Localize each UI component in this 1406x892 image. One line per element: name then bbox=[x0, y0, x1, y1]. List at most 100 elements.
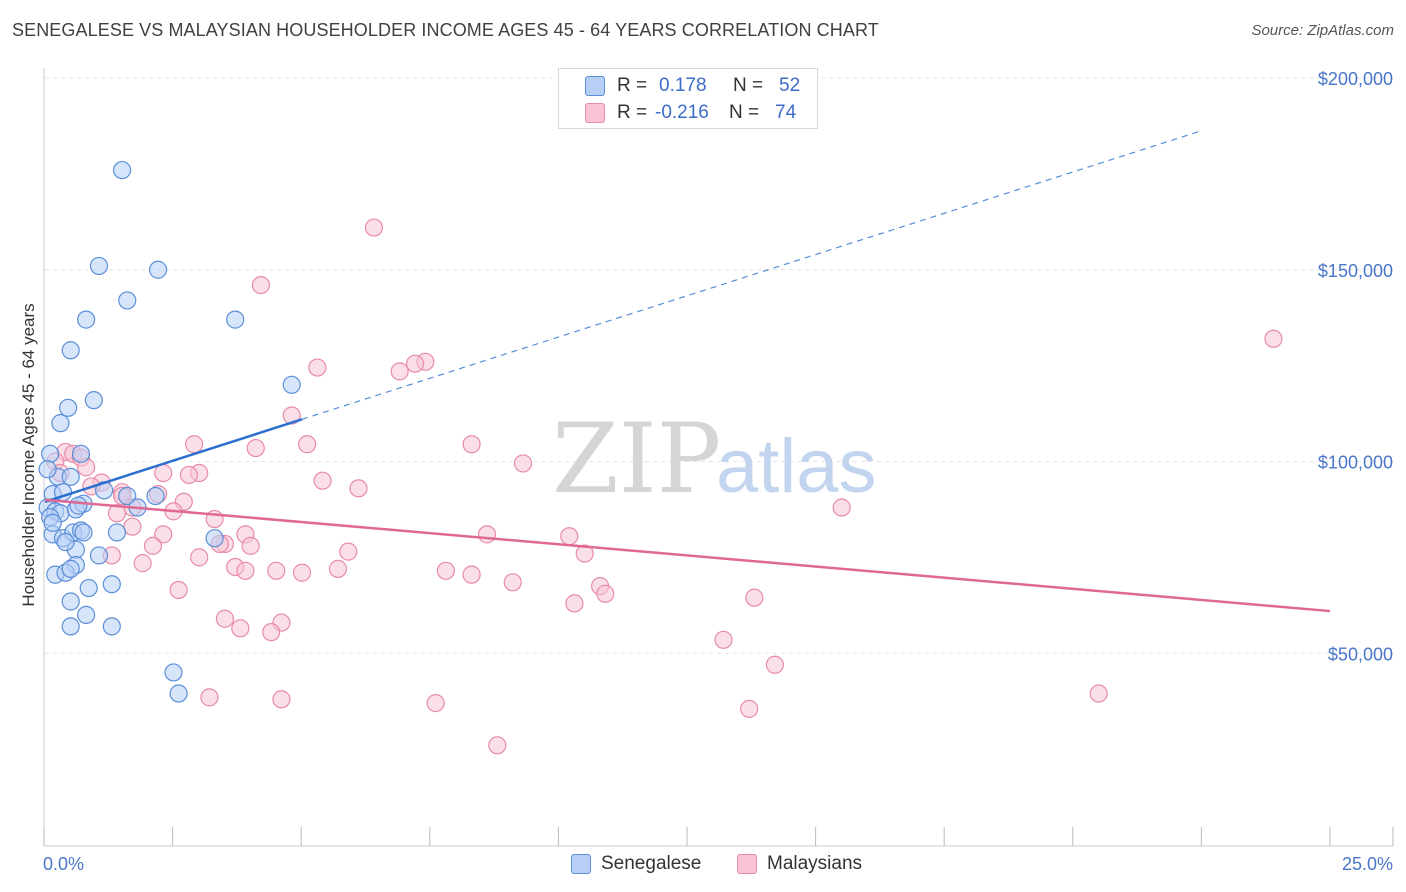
legend-r-value: 0.178 bbox=[659, 75, 707, 96]
y-tick-label: $200,000 bbox=[1318, 69, 1393, 89]
senegalese-point bbox=[169, 684, 188, 703]
legend-n-value: 74 bbox=[775, 102, 797, 123]
malaysians-point bbox=[190, 548, 209, 567]
senegalese-point bbox=[205, 529, 224, 548]
bottom-legend-malaysians: Malaysians bbox=[737, 852, 862, 876]
legend-row-senegalese: R = 0.178 N = 52 bbox=[585, 74, 800, 98]
y-tick-label: $50,000 bbox=[1328, 644, 1393, 664]
malaysians-point bbox=[503, 573, 522, 592]
senegalese-point bbox=[61, 559, 80, 578]
malaysians-point bbox=[215, 609, 234, 628]
malaysians-point bbox=[313, 471, 332, 490]
chart-title: SENEGALESE VS MALAYSIAN HOUSEHOLDER INCO… bbox=[12, 20, 879, 40]
malaysians-trend-line bbox=[44, 498, 1331, 613]
legend-n-label: N = bbox=[729, 102, 760, 123]
malaysians-point bbox=[143, 536, 163, 555]
bottom-legend-swatch-blue bbox=[571, 854, 591, 874]
malaysians-point bbox=[292, 563, 312, 582]
legend-swatch-pink bbox=[585, 103, 605, 123]
source-label: Source: ZipAtlas.com bbox=[1251, 22, 1394, 39]
malaysians-point bbox=[560, 527, 579, 546]
senegalese-point bbox=[61, 467, 80, 486]
senegalese-point bbox=[38, 460, 57, 479]
malaysians-point bbox=[236, 561, 255, 580]
senegalese-trend-extension bbox=[301, 130, 1202, 420]
malaysians-point bbox=[390, 362, 409, 381]
malaysians-point bbox=[154, 525, 173, 544]
senegalese-point bbox=[118, 486, 137, 506]
watermark-zip: ZIP bbox=[552, 403, 721, 515]
malaysians-point bbox=[231, 619, 250, 638]
senegalese-point bbox=[56, 532, 75, 552]
senegalese-point bbox=[282, 375, 301, 394]
legend-r-label: R = bbox=[617, 75, 648, 96]
malaysians-point bbox=[251, 275, 270, 295]
senegalese-point bbox=[89, 256, 109, 276]
senegalese-point bbox=[77, 605, 96, 625]
malaysians-point bbox=[565, 594, 584, 613]
malaysians-point bbox=[575, 544, 594, 563]
senegalese-point bbox=[89, 546, 109, 565]
senegalese-point bbox=[69, 496, 88, 515]
senegalese-point bbox=[102, 575, 121, 594]
senegalese-point bbox=[43, 513, 62, 532]
malaysians-point bbox=[1264, 329, 1283, 348]
malaysians-point bbox=[462, 565, 481, 584]
watermark-atlas: atlas bbox=[716, 424, 877, 509]
bottom-legend-senegalese: Senegalese bbox=[571, 852, 701, 876]
senegalese-point bbox=[74, 523, 93, 542]
senegalese-point bbox=[84, 391, 103, 410]
senegalese-points bbox=[38, 160, 301, 703]
malaysians-point bbox=[832, 498, 851, 517]
senegalese-point bbox=[164, 663, 183, 682]
legend-n-label: N = bbox=[733, 75, 764, 96]
malaysians-point bbox=[462, 435, 481, 454]
y-axis-title: Householder Income Ages 45 - 64 years bbox=[19, 303, 38, 606]
malaysians-point bbox=[184, 435, 204, 454]
malaysians-point bbox=[436, 561, 456, 580]
senegalese-point bbox=[226, 310, 245, 329]
malaysians-point bbox=[200, 688, 219, 707]
malaysians-point bbox=[364, 218, 384, 237]
malaysians-point bbox=[179, 465, 199, 485]
senegalese-point bbox=[79, 578, 98, 598]
malaysians-point bbox=[133, 554, 152, 573]
malaysians-point bbox=[246, 438, 265, 458]
x-tick-label-max: 25.0% bbox=[1342, 854, 1393, 874]
malaysians-point bbox=[349, 479, 368, 498]
senegalese-point bbox=[107, 523, 127, 542]
legend-n-value: 52 bbox=[779, 75, 801, 96]
bottom-legend-label-malaysians: Malaysians bbox=[767, 853, 863, 874]
senegalese-point bbox=[41, 444, 60, 463]
malaysians-point bbox=[513, 454, 533, 473]
trend-lines bbox=[44, 130, 1331, 613]
bottom-legend-label-senegalese: Senegalese bbox=[601, 853, 702, 874]
senegalese-point bbox=[61, 617, 80, 636]
senegalese-point bbox=[112, 160, 132, 180]
malaysians-point bbox=[262, 623, 281, 642]
senegalese-point bbox=[118, 291, 137, 310]
malaysians-point bbox=[298, 435, 317, 454]
legend-r-value: -0.216 bbox=[655, 102, 709, 123]
senegalese-point bbox=[102, 617, 121, 636]
malaysians-point bbox=[169, 580, 188, 600]
senegalese-point bbox=[61, 341, 80, 360]
malaysians-point bbox=[267, 561, 286, 580]
malaysians-point bbox=[123, 517, 142, 536]
senegalese-point bbox=[148, 260, 168, 279]
senegalese-point bbox=[77, 310, 96, 329]
malaysians-point bbox=[765, 655, 784, 674]
legend-swatch-blue bbox=[585, 76, 605, 96]
grid-lines bbox=[45, 77, 1393, 654]
malaysians-point bbox=[405, 354, 425, 373]
y-tick-label: $100,000 bbox=[1318, 453, 1393, 473]
malaysians-point bbox=[426, 694, 445, 713]
malaysians-point bbox=[1089, 684, 1108, 703]
malaysians-point bbox=[328, 559, 348, 578]
bottom-legend-swatch-pink bbox=[737, 854, 757, 874]
malaysians-point bbox=[241, 536, 260, 555]
legend-row-malaysians: R = -0.216 N = 74 bbox=[585, 101, 796, 125]
y-tick-label: $150,000 bbox=[1318, 261, 1393, 281]
senegalese-point bbox=[146, 486, 165, 506]
